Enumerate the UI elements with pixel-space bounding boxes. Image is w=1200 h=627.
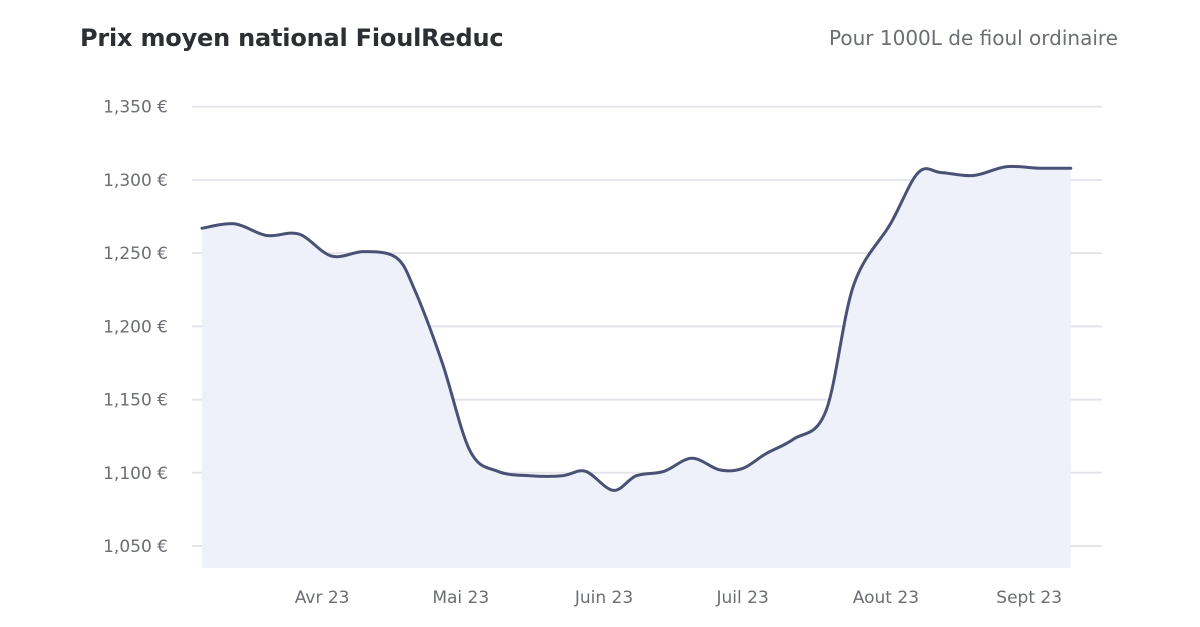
price-line <box>200 164 1073 492</box>
x-axis-ticks: Avr 23 Mai 23 Juin 23 Juil 23 Aout 23 Sept 23 <box>295 588 1062 608</box>
x-tick-label: Mai 23 <box>432 588 489 608</box>
x-tick-label: Sept 23 <box>996 588 1062 608</box>
x-tick-label: Aout 23 <box>853 588 919 608</box>
chart-title: Prix moyen national FioulReduc <box>80 24 504 52</box>
x-tick-label: Avr 23 <box>295 588 350 608</box>
y-tick-label: 1,300 € <box>103 171 168 191</box>
y-tick-label: 1,350 € <box>103 98 168 118</box>
price-area <box>202 166 1071 569</box>
x-tick-label: Juin 23 <box>574 588 633 608</box>
x-tick-label: Juil 23 <box>716 588 769 608</box>
y-tick-label: 1,050 € <box>103 537 168 557</box>
y-tick-label: 1,250 € <box>103 244 168 264</box>
y-tick-label: 1,150 € <box>103 391 168 411</box>
chart-subtitle: Pour 1000L de fioul ordinaire <box>829 26 1118 50</box>
y-tick-label: 1,200 € <box>103 317 168 337</box>
y-axis-ticks: 1,350 € 1,300 € 1,250 € 1,200 € 1,150 € 1,100… <box>103 98 168 557</box>
y-tick-label: 1,100 € <box>103 464 168 484</box>
